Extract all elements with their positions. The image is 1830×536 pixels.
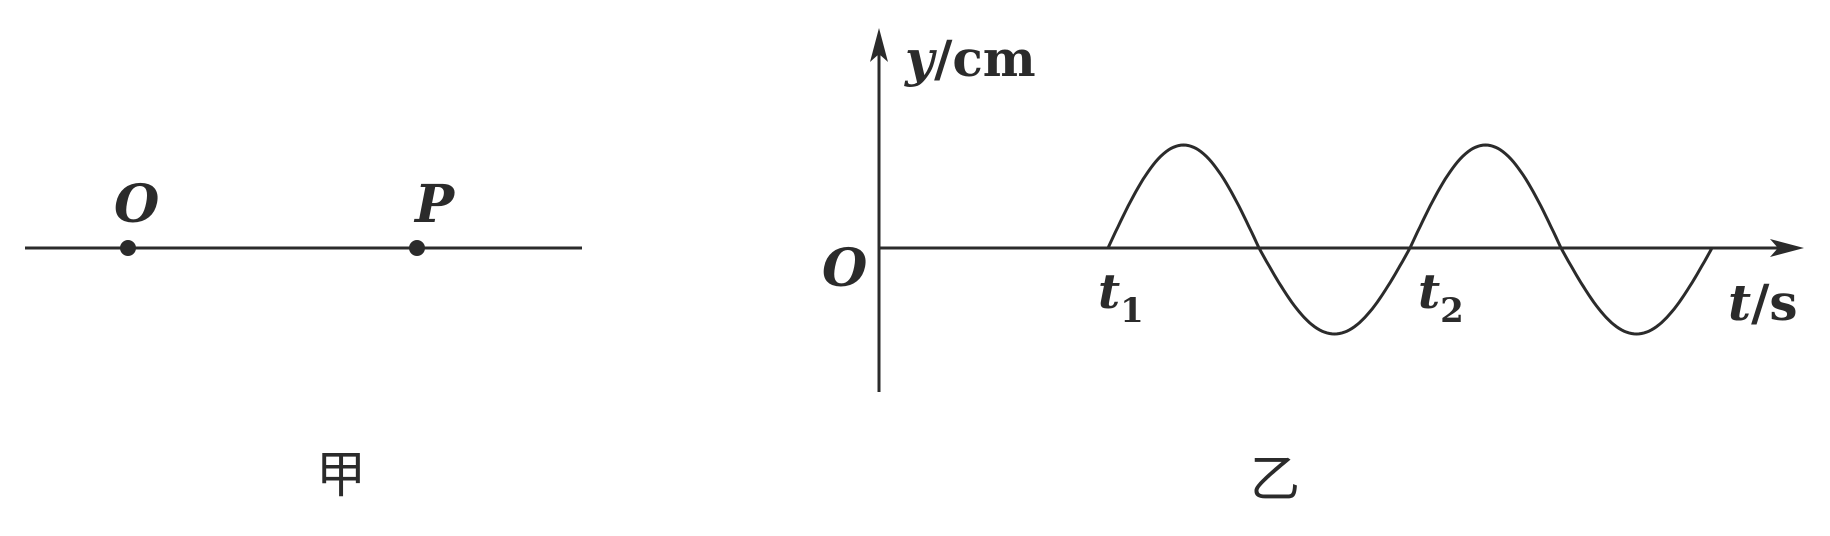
t1-var: t (1098, 264, 1120, 320)
origin-label: O (822, 238, 867, 299)
left-caption: 甲 (316, 446, 366, 504)
point-o-dot (120, 240, 136, 256)
y-axis-arrow-icon (870, 28, 888, 62)
point-o-label: O (114, 174, 159, 235)
wave-curve (1106, 143, 1714, 336)
point-p-label: P (413, 174, 456, 235)
x-axis-unit: /s (1751, 273, 1797, 332)
y-axis-unit: /cm (934, 29, 1036, 88)
t2-subscript: 2 (1440, 291, 1464, 331)
t1-subscript: 1 (1120, 291, 1144, 331)
left-figure: O P 甲 (25, 174, 582, 504)
right-caption: 乙 (1250, 450, 1300, 508)
x-axis-arrow-icon (1770, 239, 1804, 257)
t2-var: t (1418, 264, 1440, 320)
x-axis-label: t/s (1728, 273, 1798, 332)
y-axis-label: y/cm (904, 29, 1036, 88)
t2-label: t2 (1418, 264, 1464, 331)
right-figure: y/cm O t/s t1 t2 乙 (822, 28, 1804, 508)
y-axis-var: y (904, 29, 937, 88)
point-p-dot (409, 240, 425, 256)
t1-label: t1 (1098, 264, 1144, 331)
x-axis-var: t (1728, 273, 1751, 332)
